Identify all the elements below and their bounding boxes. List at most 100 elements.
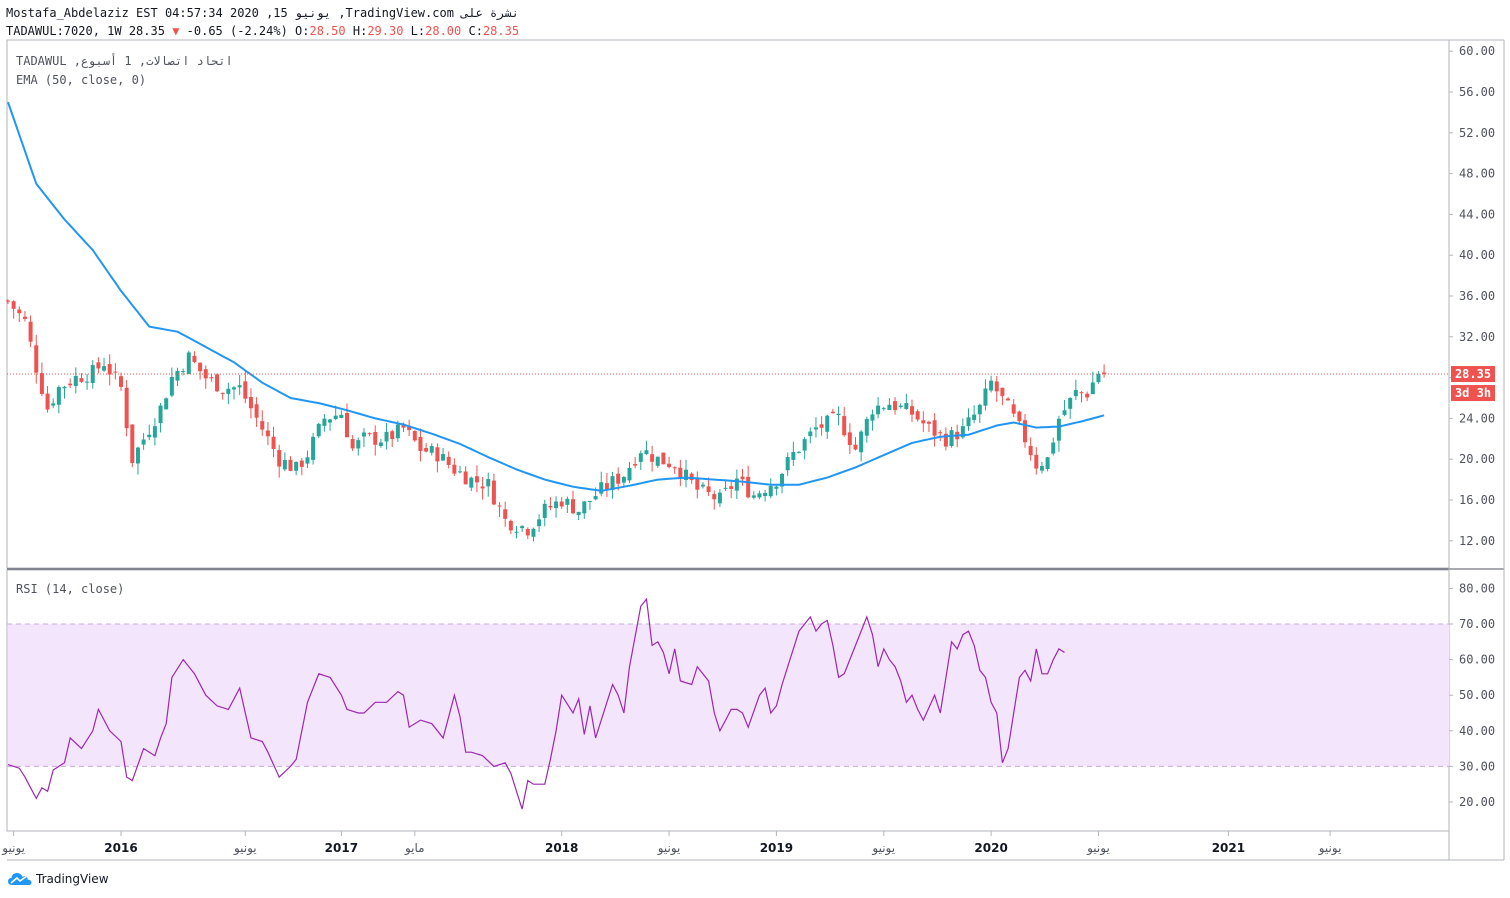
- candle-body: [1034, 454, 1039, 469]
- candle-body: [1023, 420, 1027, 443]
- candle-body: [627, 467, 632, 481]
- candle-body: [102, 366, 107, 371]
- candle-body: [893, 401, 898, 411]
- candle-body: [768, 486, 773, 497]
- candle-body: [367, 433, 372, 435]
- candle-body: [531, 528, 536, 537]
- close-value: 28.35: [482, 24, 520, 38]
- rsi-tick-label: 40.00: [1459, 724, 1495, 738]
- candle-body: [508, 520, 513, 531]
- candle-body: [446, 456, 451, 465]
- candle-body: [604, 483, 609, 490]
- candle-body: [661, 452, 666, 465]
- time-tick-label: 2017: [325, 841, 358, 855]
- candle-body: [463, 471, 468, 485]
- candle-body: [198, 362, 203, 372]
- candle-body: [356, 440, 361, 449]
- price-tick-label: 56.00: [1459, 85, 1495, 99]
- candle-body: [51, 403, 56, 406]
- price-tick-label: 52.00: [1459, 126, 1495, 140]
- candle-body: [68, 383, 73, 386]
- candle-body: [989, 380, 994, 391]
- rsi-line: [7, 597, 1065, 810]
- candle-body: [294, 461, 299, 471]
- candle-body: [107, 363, 112, 375]
- candle-body: [898, 405, 903, 408]
- candle-body: [305, 457, 310, 464]
- candle-body: [559, 501, 564, 507]
- candle-body: [412, 431, 417, 441]
- candle-body: [830, 411, 835, 414]
- ema-line: [7, 101, 1105, 492]
- candle-body: [299, 460, 304, 467]
- candle-body: [870, 414, 875, 421]
- tradingview-logo[interactable]: TradingView: [8, 872, 109, 886]
- candle-body: [175, 370, 180, 381]
- price-tick-label: 24.00: [1459, 411, 1495, 425]
- candle-body: [1090, 382, 1095, 395]
- candle-body: [994, 381, 999, 392]
- candle-body: [186, 352, 191, 375]
- candle-body: [695, 477, 700, 490]
- candle-body: [842, 416, 847, 436]
- candle-body: [904, 403, 909, 410]
- candle-body: [1045, 457, 1050, 469]
- candle-body: [1062, 410, 1067, 415]
- price-tick-label: 40.00: [1459, 248, 1495, 262]
- rsi-tick-label: 60.00: [1459, 653, 1495, 667]
- candle-body: [706, 486, 711, 493]
- header-title: Mostafa_Abdelaziz EST 04:57:34 2020 ,15 …: [6, 6, 519, 20]
- candle-body: [11, 301, 16, 309]
- ema-legend[interactable]: EMA (50, close, 0): [16, 73, 147, 87]
- candle-body: [966, 417, 971, 427]
- candle-body: [480, 486, 485, 489]
- open-value: 28.50: [309, 24, 346, 38]
- candle-body: [282, 460, 287, 470]
- candle-body: [158, 405, 163, 424]
- rsi-legend[interactable]: RSI (14, close): [16, 582, 125, 596]
- cloud-icon: [8, 873, 32, 885]
- candle-body: [853, 444, 858, 450]
- rsi-tick-label: 50.00: [1459, 688, 1495, 702]
- candle-body: [1039, 466, 1044, 471]
- candle-body: [322, 418, 327, 426]
- low-value: 28.00: [425, 24, 462, 38]
- candle-body: [565, 498, 570, 505]
- candle-body: [141, 439, 146, 445]
- candle-body: [582, 501, 587, 514]
- price-pane[interactable]: [6, 39, 1450, 569]
- candle-body: [1006, 398, 1011, 401]
- candle-body: [73, 375, 78, 387]
- candle-body: [265, 430, 270, 437]
- candle-body: [85, 381, 90, 383]
- candle-body: [226, 388, 231, 394]
- candle-body: [599, 482, 604, 494]
- candle-body: [960, 426, 965, 438]
- candle-body: [147, 434, 152, 438]
- candle-body: [497, 505, 502, 507]
- price-tick-label: 32.00: [1459, 330, 1495, 344]
- candle-body: [271, 436, 276, 449]
- candle-body: [277, 450, 282, 467]
- candle-body: [435, 447, 440, 462]
- candle-body: [192, 355, 197, 362]
- time-tick-label: يونيو: [1318, 841, 1342, 856]
- candle-body: [723, 487, 728, 489]
- candle-body: [350, 439, 355, 449]
- candle-body: [983, 388, 988, 406]
- candle-body: [712, 494, 717, 500]
- candle-body: [700, 484, 705, 487]
- price-tick-label: 36.00: [1459, 289, 1495, 303]
- candle-body: [209, 377, 214, 379]
- candle-body: [616, 473, 621, 484]
- candle-body: [887, 404, 892, 411]
- candle-body: [124, 387, 129, 429]
- open-label: O:: [295, 24, 310, 38]
- candle-body: [1017, 411, 1022, 422]
- time-tick-label: يونيو: [233, 841, 257, 856]
- price-badge-text: 28.35: [1455, 367, 1491, 381]
- symbol-legend[interactable]: TADAWUL ,اتحاد اتصالات, 1 أسبوع: [16, 54, 233, 68]
- candle-body: [232, 387, 236, 390]
- candle-body: [836, 413, 841, 415]
